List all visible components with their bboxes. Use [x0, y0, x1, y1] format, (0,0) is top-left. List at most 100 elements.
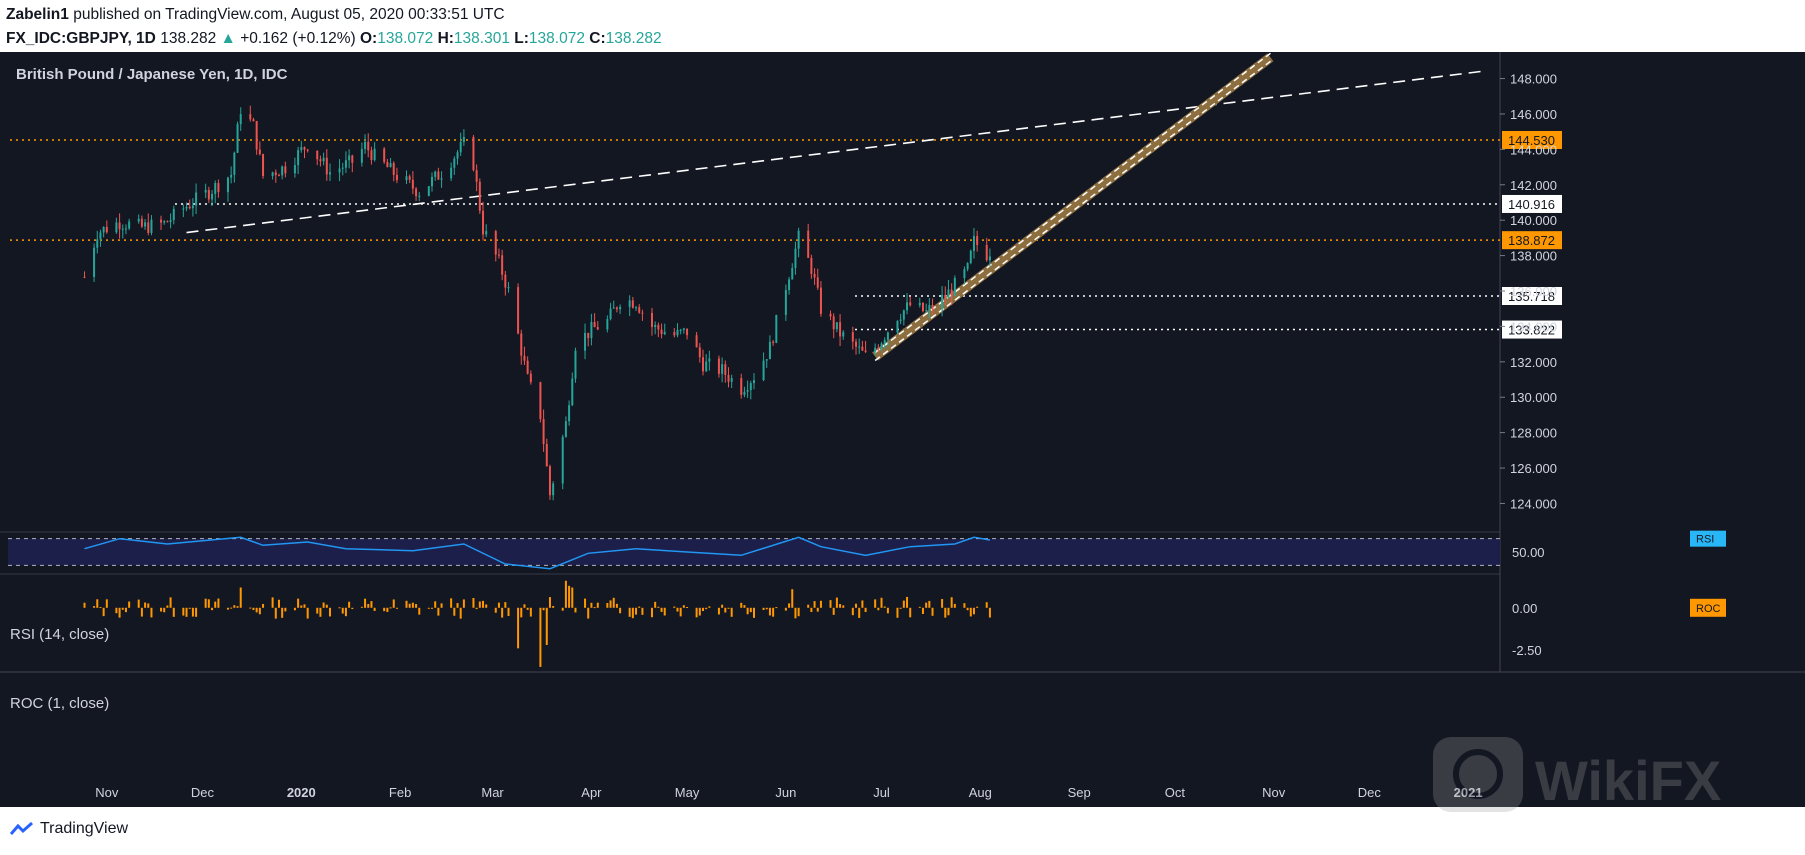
time-tick-label: Dec	[191, 785, 215, 800]
roc-bar	[150, 607, 153, 618]
roc-bar	[788, 603, 791, 608]
roc-bar	[545, 607, 548, 645]
candle-body	[772, 341, 775, 343]
price-tick-label: 142.000	[1510, 178, 1557, 193]
candle-body	[501, 255, 504, 275]
roc-bar	[918, 606, 921, 608]
level-price-label: 140.916	[1508, 197, 1555, 212]
candle-body	[233, 152, 236, 175]
time-tick-label: May	[675, 785, 700, 800]
roc-bar	[705, 607, 708, 610]
roc-bar	[976, 606, 979, 608]
chart-canvas[interactable]: 50.00 RSI 0.00 -2.50 ROC 144.530 140.916 138.…	[0, 52, 1805, 812]
roc-bar	[548, 597, 551, 608]
trendlines[interactable]	[186, 52, 1481, 362]
candle-body	[297, 150, 300, 166]
roc-bar	[338, 607, 341, 609]
roc-bar	[813, 601, 816, 608]
roc-bar	[494, 607, 497, 613]
price-axis[interactable]: 148.000 146.000 144.000 142.000 140.000 138.0…	[1500, 72, 1557, 512]
time-tick-label: Feb	[389, 785, 411, 800]
price-tick-label: 134.000	[1510, 319, 1557, 334]
roc-bar	[140, 607, 143, 617]
roc-bar	[925, 602, 928, 608]
rsi-label: RSI (14, close)	[10, 626, 109, 643]
roc-bar	[226, 607, 229, 610]
candle-body	[529, 373, 532, 383]
candle-body	[121, 228, 124, 230]
candle-body	[140, 218, 143, 227]
roc-bar	[462, 599, 465, 608]
candle-body	[686, 328, 689, 336]
candle-body	[274, 172, 277, 176]
candle-body	[593, 322, 596, 328]
candle-body	[972, 235, 975, 251]
candle-body	[360, 148, 363, 163]
candle-body	[832, 316, 835, 330]
roc-bar	[482, 600, 485, 608]
candle-body	[453, 158, 456, 168]
candle-body	[434, 171, 437, 177]
roc-bar	[211, 607, 214, 611]
candle-body	[813, 273, 816, 278]
roc-bar	[102, 607, 105, 617]
price-tick-label: 128.000	[1510, 426, 1557, 441]
roc-bar	[695, 607, 698, 618]
candle-body	[705, 361, 708, 372]
roc-bar	[829, 600, 832, 608]
candle-body	[462, 136, 465, 142]
roc-bar	[880, 597, 883, 608]
candle-body	[325, 157, 328, 175]
candle-body	[504, 274, 507, 288]
roc-bar	[408, 603, 411, 608]
roc-bar	[791, 589, 794, 608]
candle-body	[880, 343, 883, 350]
candle-body	[211, 193, 214, 200]
roc-bar	[351, 607, 354, 610]
candle-body	[609, 308, 612, 320]
candle-body	[431, 176, 434, 187]
candle-body	[829, 313, 832, 317]
level-price-tag	[1502, 130, 1562, 149]
roc-bar	[160, 607, 163, 612]
candle-body	[383, 148, 386, 162]
roc-bar	[389, 607, 392, 609]
candle-body	[392, 163, 395, 175]
roc-bar	[638, 606, 641, 608]
tradingview-footer[interactable]: TradingView	[10, 820, 128, 838]
time-tick-label: Jun	[775, 785, 796, 800]
roc-bar	[507, 607, 510, 616]
time-axis[interactable]: Nov Dec 2020 Feb Mar Apr May Jun Jul Aug Sep Oct Nov…	[95, 785, 1482, 800]
roc-bar	[121, 607, 124, 610]
roc-bar	[593, 607, 596, 609]
roc-bar	[810, 607, 813, 612]
candle-body	[791, 267, 794, 280]
roc-bar	[877, 607, 880, 611]
roc-bar	[909, 607, 912, 618]
roc-bar	[523, 604, 526, 608]
candle-body	[450, 167, 453, 179]
level-price-tag	[1502, 320, 1562, 339]
candle-body	[947, 289, 950, 298]
roc-bar	[163, 607, 166, 613]
candle-body	[284, 166, 287, 174]
candle-body	[258, 149, 261, 155]
roc-bar	[239, 587, 242, 608]
open-label: O:	[360, 30, 378, 47]
roc-tag-label: ROC	[1696, 603, 1721, 615]
roc-bar	[794, 607, 797, 619]
candle-body	[293, 165, 296, 174]
candle-body	[561, 436, 564, 484]
roc-bar	[204, 598, 207, 608]
price-tick-label: 130.000	[1510, 390, 1557, 405]
candle-body	[249, 114, 252, 120]
candle-body	[663, 332, 666, 335]
roc-bar	[472, 597, 475, 608]
roc-bar	[772, 607, 775, 617]
candle-body	[482, 210, 485, 235]
roc-bar	[453, 607, 456, 616]
roc-bar	[316, 607, 319, 614]
roc-bar	[883, 606, 886, 608]
roc-bar	[191, 607, 194, 617]
roc-bar	[717, 607, 720, 615]
